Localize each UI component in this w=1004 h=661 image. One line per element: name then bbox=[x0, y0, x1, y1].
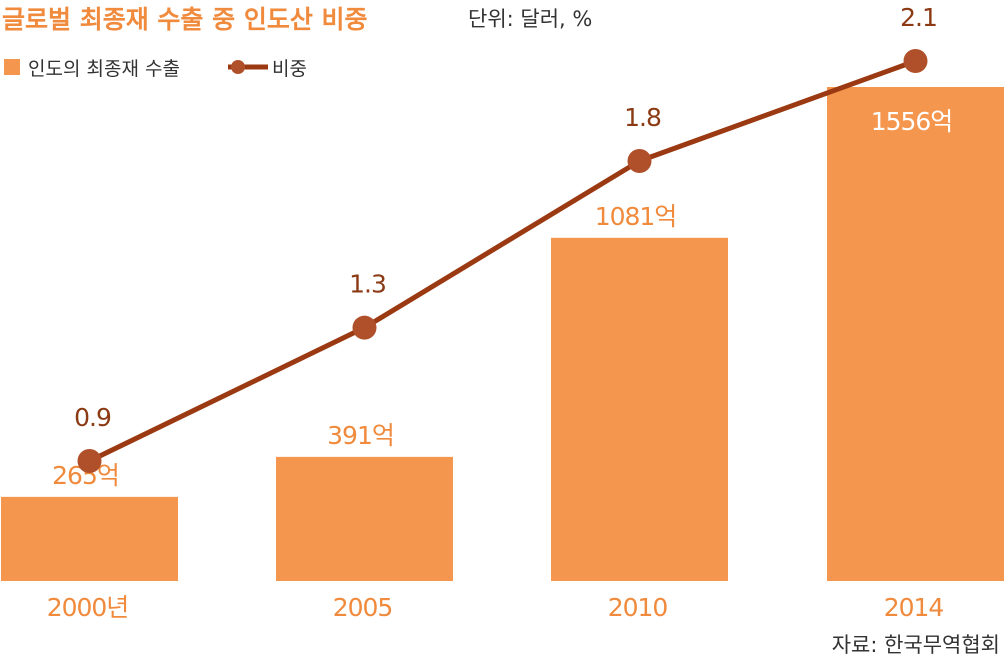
bar-2 bbox=[551, 237, 728, 581]
line-point-0 bbox=[77, 449, 102, 473]
legend-bar-swatch bbox=[4, 59, 20, 75]
line-point-1 bbox=[352, 315, 377, 340]
line-point-label-2: 1.8 bbox=[624, 103, 661, 132]
x-tick-label-2: 2010 bbox=[608, 593, 668, 622]
bar-3 bbox=[827, 87, 1004, 581]
bar-label-1: 391억 bbox=[327, 421, 394, 450]
x-tick-label-3: 2014 bbox=[884, 593, 944, 622]
bar-0 bbox=[1, 496, 178, 581]
line-point-2 bbox=[627, 149, 652, 173]
x-tick-label-0: 2000년 bbox=[47, 593, 129, 622]
bar-1 bbox=[276, 456, 453, 581]
chart-unit: 단위: 달러, % bbox=[468, 7, 592, 31]
chart-title: 글로벌 최종재 수출 중 인도산 비중 bbox=[2, 5, 368, 34]
line-point-3 bbox=[903, 49, 928, 73]
line-point-label-3: 2.1 bbox=[900, 3, 937, 32]
bar-label-3: 1556억 bbox=[871, 107, 953, 136]
line-point-label-1: 1.3 bbox=[349, 270, 386, 299]
chart-source: 자료: 한국무역협회 bbox=[832, 633, 1000, 657]
x-tick-label-1: 2005 bbox=[333, 593, 393, 622]
legend-line-label: 비중 bbox=[272, 58, 307, 80]
line-point-label-0: 0.9 bbox=[74, 403, 111, 432]
bar-label-2: 1081억 bbox=[595, 202, 677, 231]
line-series bbox=[88, 58, 917, 464]
legend-line-marker bbox=[231, 60, 245, 74]
legend-bar-label: 인도의 최종재 수출 bbox=[28, 58, 180, 80]
